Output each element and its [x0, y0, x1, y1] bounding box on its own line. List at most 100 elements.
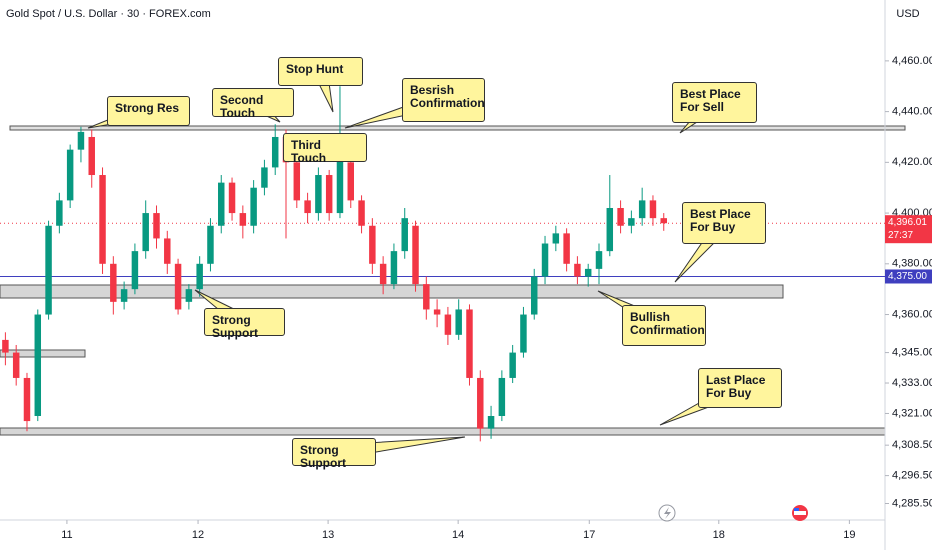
y-tick-label: 4,296.50 [892, 470, 932, 482]
y-tick-label: 4,360.00 [892, 308, 932, 320]
candle-body [574, 263, 581, 277]
countdown-label: 27:37 [888, 230, 913, 241]
candle-body [45, 225, 52, 315]
candle-body [218, 182, 225, 226]
last-price-box [885, 215, 932, 244]
y-tick-label: 4,308.50 [892, 439, 932, 451]
y-tick-label: 4,333.00 [892, 377, 932, 389]
callout: Second Touch [212, 88, 294, 120]
candle-body [509, 352, 516, 378]
candle-body [520, 314, 527, 353]
currency-label: USD [896, 8, 919, 20]
candle-body [401, 218, 408, 252]
last-price-label: 4,396.01 [888, 217, 927, 228]
candle-body [12, 352, 20, 378]
candle-body [250, 187, 257, 226]
candle-body [174, 263, 182, 310]
candle-body [271, 136, 279, 168]
candle-body [34, 314, 42, 416]
candle-body [617, 208, 624, 226]
candle-body [498, 377, 506, 416]
candle-body [56, 200, 63, 226]
candle-body [531, 276, 538, 315]
callout: Best Place For Buy [682, 202, 766, 244]
support-zone [0, 284, 784, 299]
price-line-box [885, 269, 932, 284]
x-tick-label: 18 [713, 529, 725, 541]
x-tick-label: 17 [583, 529, 595, 541]
candle-body [207, 225, 214, 264]
candle-body [336, 149, 344, 214]
callout: Besrish Confirmation [402, 78, 485, 122]
candle-body [552, 233, 560, 244]
x-tick-label: 12 [192, 529, 204, 541]
candle-body [315, 175, 322, 214]
candle-body [196, 263, 203, 290]
candle-body [455, 309, 462, 335]
candle-body [649, 200, 657, 219]
small-zone [0, 349, 86, 358]
candle-body [120, 289, 128, 302]
candle-body [390, 251, 398, 285]
callout: Bullish Confirmation [622, 305, 706, 346]
candle-body [77, 131, 85, 150]
callout: Best Place For Sell [672, 82, 757, 123]
candle-body [131, 251, 139, 290]
candle-body [228, 182, 236, 214]
callout: Strong Res [107, 96, 190, 126]
resistance-zone [9, 125, 906, 131]
candle-body [412, 225, 419, 285]
candle-body [347, 162, 354, 201]
x-tick-label: 11 [61, 529, 72, 541]
candle-body [595, 251, 603, 269]
candle-body [423, 284, 430, 310]
candle-body [293, 162, 301, 201]
candle-body [110, 263, 117, 302]
candle-body [2, 339, 9, 353]
candle-body [541, 243, 549, 277]
candle-body [477, 377, 484, 429]
callout: Strong Support [204, 308, 285, 340]
chart-title: Gold Spot / U.S. Dollar · 30 · FOREX.com [6, 8, 211, 20]
candle-body [23, 377, 31, 422]
x-tick-label: 19 [843, 529, 855, 541]
candle-body [66, 149, 74, 201]
candle-body [185, 289, 193, 302]
y-tick-label: 4,345.00 [892, 346, 932, 358]
candle-body [660, 218, 667, 224]
candle-body [638, 200, 646, 219]
callout: Third Touch [283, 133, 367, 165]
y-tick-label: 4,460.00 [892, 55, 932, 67]
candle-body [88, 136, 95, 176]
y-tick-label: 4,321.00 [892, 407, 932, 419]
y-tick-label: 4,420.00 [892, 156, 932, 168]
candle-body [261, 167, 268, 188]
y-tick-label: 4,440.00 [892, 106, 932, 118]
x-tick-label: 13 [322, 529, 334, 541]
candle-body [379, 263, 387, 285]
candle-body [369, 225, 376, 264]
candle-body [563, 233, 570, 264]
candle-body [628, 218, 635, 226]
candle-body [466, 309, 473, 378]
lightning-icon [658, 504, 676, 522]
callout: Strong Support [292, 438, 376, 470]
candle-body [358, 200, 365, 226]
x-tick-label: 14 [452, 529, 464, 541]
bottom-support-zone [0, 427, 886, 436]
candle-body [153, 213, 160, 239]
y-tick-label: 4,285.50 [892, 497, 932, 509]
candle-body [487, 416, 495, 429]
candle-body [325, 175, 333, 214]
flag-icon [792, 505, 808, 521]
candle-body [304, 200, 311, 214]
candle-body [239, 213, 247, 226]
candle-body [99, 175, 106, 264]
y-tick-label: 4,380.00 [892, 258, 932, 270]
candle-body [584, 268, 592, 277]
candle-body [164, 238, 171, 264]
candle-body [444, 314, 452, 335]
candle-body [606, 208, 614, 252]
callout: Stop Hunt [278, 57, 363, 86]
callout: Last Place For Buy [698, 368, 782, 408]
